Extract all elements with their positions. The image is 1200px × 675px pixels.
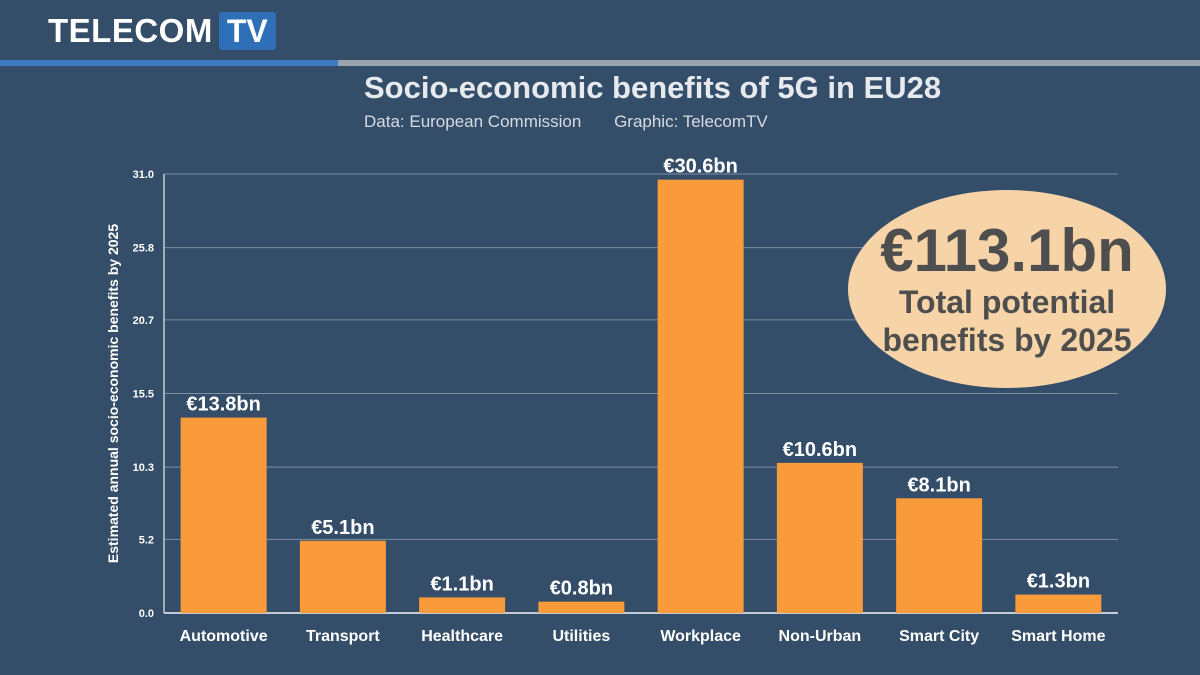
bar-value-label: €10.6bn <box>783 439 857 461</box>
total-value: €113.1bn <box>880 217 1134 284</box>
total-caption: Total potential benefits by 2025 <box>882 284 1132 358</box>
x-category-label: Healthcare <box>421 628 503 645</box>
logo-wordmark: TELECOM <box>48 12 213 49</box>
bar-value-label: €1.3bn <box>1027 571 1090 593</box>
bar-value-label: €30.6bn <box>663 156 737 178</box>
telecomtv-logo: TELECOM TV <box>48 12 276 50</box>
graphic-credit: Graphic: TelecomTV <box>614 112 768 131</box>
bar-value-label: €1.1bn <box>430 573 493 595</box>
bar <box>538 601 625 613</box>
header-rule-grey <box>338 60 1200 66</box>
bar <box>1015 594 1102 613</box>
bar-value-label: €13.8bn <box>186 394 260 416</box>
bar <box>180 417 267 613</box>
y-tick-label: 0.0 <box>139 608 154 620</box>
bar <box>896 498 983 613</box>
bar <box>776 462 863 613</box>
bar <box>657 179 744 613</box>
logo-tv-badge: TV <box>218 12 276 50</box>
y-tick-label: 10.3 <box>133 462 154 474</box>
x-category-label: Automotive <box>180 628 268 645</box>
bar <box>299 540 386 613</box>
chart-credits: Data: European Commission Graphic: Telec… <box>364 112 768 132</box>
chart-title: Socio-economic benefits of 5G in EU28 <box>364 70 942 105</box>
y-axis-title: Estimated annual socio-economic benefits… <box>105 224 121 563</box>
bar <box>419 597 506 613</box>
y-tick-label: 20.7 <box>133 315 154 327</box>
data-source: Data: European Commission <box>364 112 582 131</box>
x-category-label: Workplace <box>660 628 741 645</box>
bar-value-label: €0.8bn <box>550 578 613 600</box>
x-category-label: Smart City <box>899 628 979 645</box>
bar-value-label: €5.1bn <box>311 517 374 539</box>
header-rule-blue <box>0 60 338 66</box>
x-category-label: Transport <box>306 628 380 645</box>
y-tick-label: 25.8 <box>133 243 154 255</box>
x-category-label: Smart Home <box>1011 628 1105 645</box>
y-tick-label: 31.0 <box>133 169 154 181</box>
x-category-label: Utilities <box>552 628 610 645</box>
y-tick-label: 5.2 <box>139 534 154 546</box>
x-category-label: Non-Urban <box>779 628 862 645</box>
bar-value-label: €8.1bn <box>907 474 970 496</box>
y-tick-label: 15.5 <box>133 389 154 401</box>
total-callout: €113.1bn Total potential benefits by 202… <box>848 190 1166 388</box>
